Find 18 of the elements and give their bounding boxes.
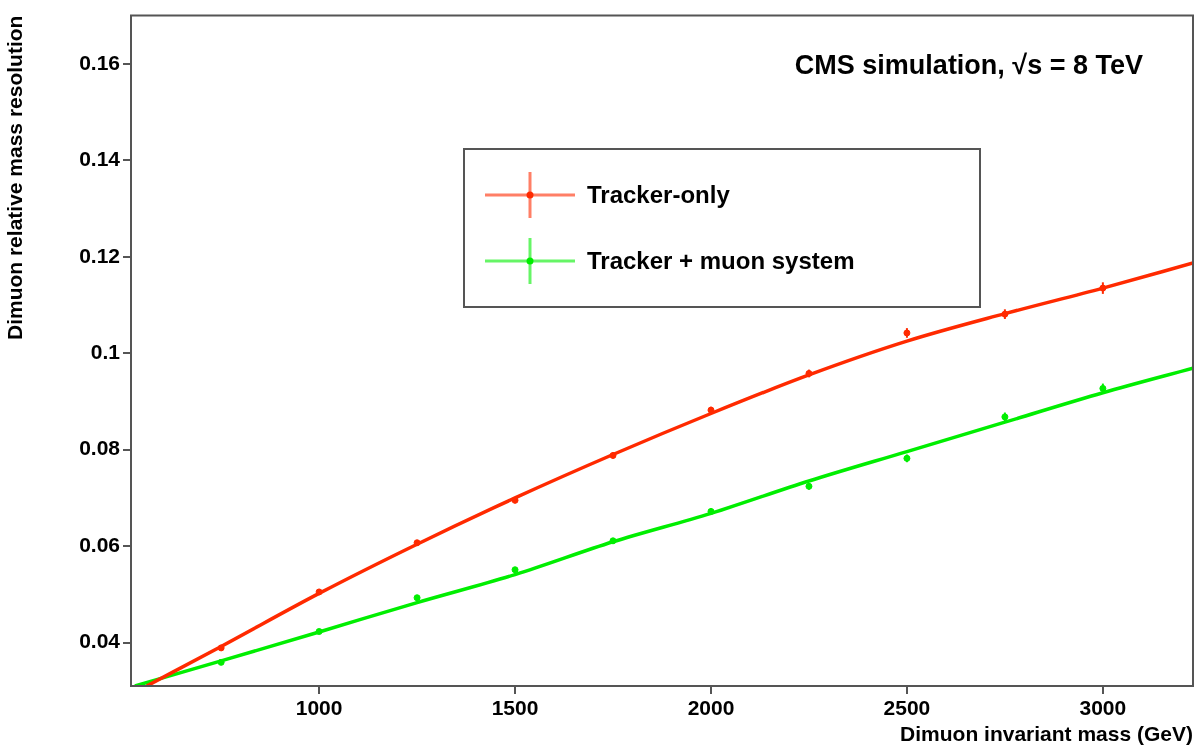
y-axis-title: Dimuon relative mass resolution: [3, 15, 27, 341]
y-tick-label: 0.08: [79, 436, 121, 460]
x-tick-label: 2500: [883, 696, 931, 720]
y-tick-label: 0.14: [79, 147, 121, 171]
x-tick-label: 1000: [295, 696, 343, 720]
y-tick-label: 0.06: [79, 532, 120, 556]
x-tick-label: 1500: [491, 696, 539, 720]
x-axis-title: Dimuon invariant mass (GeV): [900, 722, 1193, 746]
y-tick-label: 0.16: [79, 50, 120, 74]
x-tick-label: 2000: [687, 696, 735, 720]
line-series: [133, 366, 1193, 686]
y-tick-label: 0.12: [79, 243, 120, 267]
legend-label: Tracker-only: [587, 181, 730, 209]
y-tick-label: 0.04: [79, 629, 121, 653]
annotation: CMS simulation, √s = 8 TeV: [794, 50, 1143, 81]
legend-label: Tracker + muon system: [587, 247, 855, 275]
x-tick-label: 3000: [1079, 696, 1127, 720]
y-tick-label: 0.1: [90, 340, 121, 364]
